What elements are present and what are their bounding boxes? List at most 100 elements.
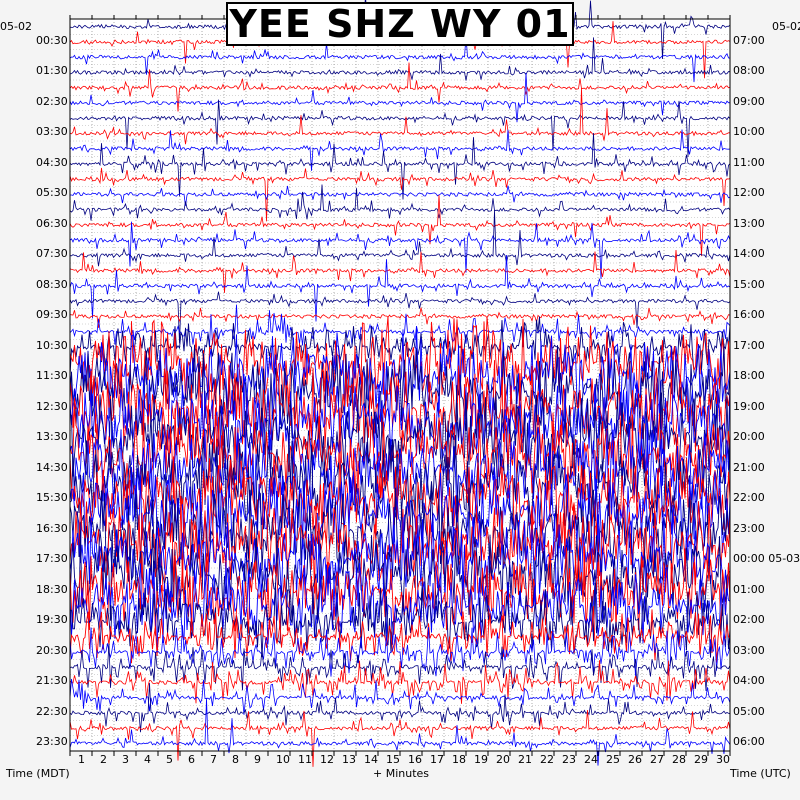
minute-tick-label: 5: [166, 753, 173, 766]
trace-row: [69, 465, 731, 563]
right-time-label: 22:00: [733, 491, 765, 505]
trace-row: [69, 99, 731, 157]
left-time-label: 09:30: [36, 308, 68, 322]
left-time-label: 05:30: [36, 186, 68, 200]
left-time-label: 06:30: [36, 216, 68, 230]
left-time-label: 12:30: [36, 399, 68, 413]
seismic-traces: [69, 0, 731, 767]
trace-row: [69, 606, 731, 664]
right-time-label: 15:00: [733, 277, 765, 291]
minute-tick-label: 9: [254, 753, 261, 766]
minute-tick-label: 26: [628, 753, 642, 766]
minute-tick-label: 23: [562, 753, 576, 766]
left-time-label: 10:30: [36, 338, 68, 352]
trace-row: [69, 194, 731, 257]
right-time-label: 12:00: [733, 186, 765, 200]
left-time-label: 00:30: [36, 33, 68, 47]
right-time-label: 17:00: [733, 338, 765, 352]
right-time-label: 05:00: [733, 704, 765, 718]
minute-tick-label: 1: [78, 753, 85, 766]
trace-row: [69, 184, 731, 221]
right-time-label: 01:00: [733, 582, 765, 596]
left-axis-title: Time (MDT): [6, 767, 70, 780]
right-time-label: 10:00: [733, 125, 765, 139]
minute-tick-label: 29: [694, 753, 708, 766]
left-time-label: 22:30: [36, 704, 68, 718]
trace-row: [69, 405, 731, 503]
right-time-label: 06:00: [733, 735, 765, 749]
right-time-label: 04:00: [733, 674, 765, 688]
chart-title: YEE SHZ WY 01: [229, 2, 571, 46]
trace-row: [69, 420, 731, 516]
right-time-label: 09:00: [733, 94, 765, 108]
right-time-label: 03:00: [733, 643, 765, 657]
right-time-label: 07:00: [733, 33, 765, 47]
right-time-label: 21:00: [733, 460, 765, 474]
trace-row: [69, 373, 731, 472]
right-time-label: 11:00: [733, 155, 765, 169]
minute-tick-label: 22: [540, 753, 554, 766]
date-left-label: 05-02: [0, 20, 32, 33]
right-time-label: 18:00: [733, 369, 765, 383]
left-time-label: 21:30: [36, 674, 68, 688]
right-time-label: 16:00: [733, 308, 765, 322]
trace-row: [69, 678, 731, 715]
trace-row: [69, 307, 731, 328]
left-time-label: 08:30: [36, 277, 68, 291]
trace-row: [69, 660, 731, 704]
minute-tick-label: 11: [298, 753, 312, 766]
minute-tick-label: 17: [430, 753, 444, 766]
right-time-label: 14:00: [733, 247, 765, 261]
trace-row: [69, 72, 731, 123]
minute-tick-label: 15: [386, 753, 400, 766]
left-time-label: 07:30: [36, 247, 68, 261]
left-time-label: 14:30: [36, 460, 68, 474]
left-time-label: 03:30: [36, 125, 68, 139]
right-time-label: 13:00: [733, 216, 765, 230]
minute-tick-label: 21: [518, 753, 532, 766]
minute-tick-label: 8: [232, 753, 239, 766]
minute-tick-label: 10: [276, 753, 290, 766]
minute-tick-label: 28: [672, 753, 686, 766]
trace-row: [69, 495, 731, 594]
minute-tick-label: 24: [584, 753, 598, 766]
trace-row: [70, 185, 731, 206]
trace-row: [69, 698, 731, 766]
left-time-label: 15:30: [36, 491, 68, 505]
trace-row: [69, 291, 731, 344]
right-time-label: 20:00: [733, 430, 765, 444]
date-right-label: 05-02: [772, 20, 800, 33]
minute-tick-label: 27: [650, 753, 664, 766]
trace-row: [69, 254, 731, 322]
minute-tick-label: 4: [144, 753, 151, 766]
trace-row: [69, 709, 731, 767]
minute-tick-label: 14: [364, 753, 378, 766]
left-time-label: 13:30: [36, 430, 68, 444]
trace-row: [69, 316, 731, 379]
minute-tick-label: 3: [122, 753, 129, 766]
minute-tick-label: 30: [716, 753, 730, 766]
minute-tick-label: 7: [210, 753, 217, 766]
trace-row: [69, 434, 731, 534]
left-time-label: 19:30: [36, 613, 68, 627]
trace-row: [69, 36, 731, 83]
left-time-label: 18:30: [36, 582, 68, 596]
left-time-label: 04:30: [36, 155, 68, 169]
chart-title-box: YEE SHZ WY 01: [226, 2, 574, 46]
trace-row: [69, 132, 731, 200]
left-time-label: 11:30: [36, 369, 68, 383]
minute-tick-label: 18: [452, 753, 466, 766]
trace-row: [69, 62, 731, 112]
right-time-label: 23:00: [733, 521, 765, 535]
trace-row: [69, 129, 731, 171]
minute-tick-label: 25: [606, 753, 620, 766]
trace-row: [69, 221, 731, 279]
right-time-label: 19:00: [733, 399, 765, 413]
trace-row: [69, 625, 731, 677]
left-time-label: 17:30: [36, 552, 68, 566]
center-axis-title: + Minutes: [373, 767, 430, 780]
left-time-label: 20:30: [36, 643, 68, 657]
right-time-label: 02:00: [733, 613, 765, 627]
trace-row: [69, 561, 731, 651]
trace-row: [69, 249, 731, 293]
